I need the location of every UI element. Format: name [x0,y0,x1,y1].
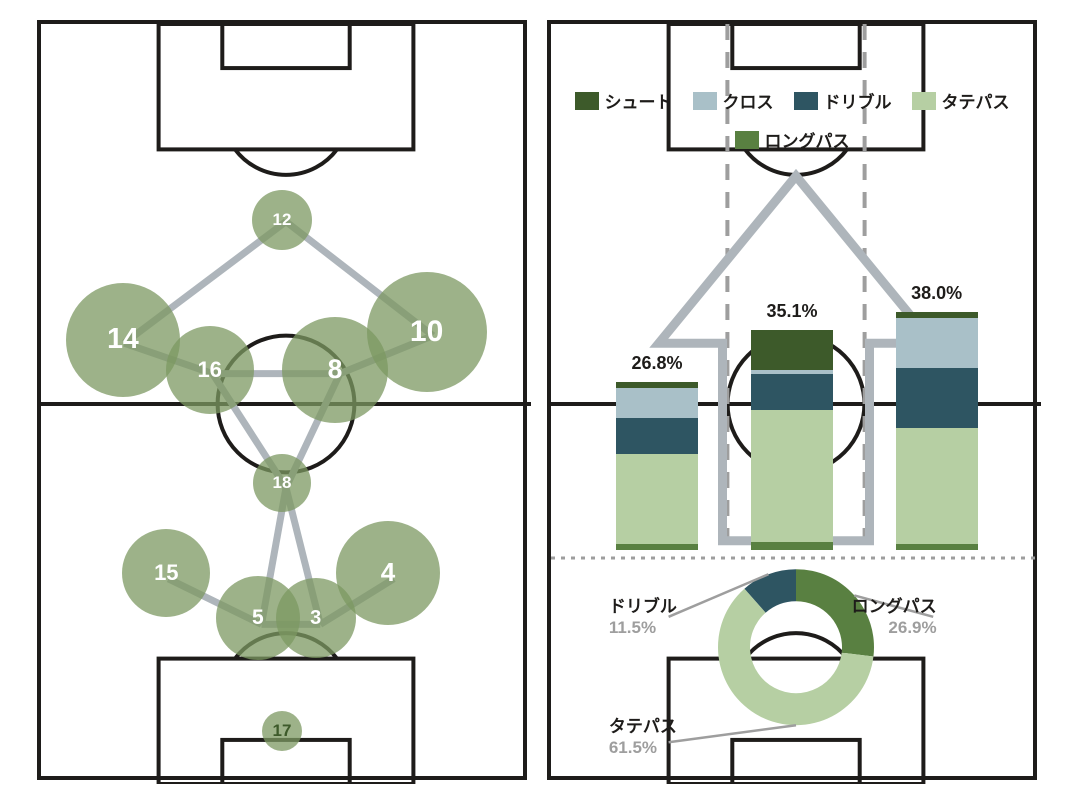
stacked-bar-2 [896,312,978,550]
legend-label: ドリブル [824,88,892,113]
legend-item-tatepass: タテパス [912,88,1010,113]
donut-label-longpass: ロングパス26.9% [852,596,937,639]
legend-label: シュート [605,88,673,113]
legend-item-longpass: ロングパス [735,127,850,152]
legend-item-shoot: シュート [575,88,673,113]
legend-swatch [912,92,936,110]
player-bubble-15: 15 [122,529,210,617]
legend-swatch [735,131,759,149]
donut-label-tatepass: タテパス61.5% [609,716,677,759]
player-bubble-14: 14 [66,283,180,397]
legend-swatch [575,92,599,110]
bar-seg-cross [896,318,978,368]
pitch-right: シュートクロスドリブルタテパスロングパス 26.8%35.1%38.0%ドリブル… [547,20,1037,780]
bar-seg-cross [616,388,698,418]
legend-label: タテパス [942,88,1010,113]
legend-label: ロングパス [765,127,850,152]
bar-seg-shoot [751,330,833,370]
legend: シュート クロス ドリブル タテパスロングパス [551,88,1033,152]
bar-seg-tatepass [896,428,978,544]
bar-label-2: 38.0% [911,283,962,304]
player-bubble-12: 12 [252,190,312,250]
legend-item-dribble: ドリブル [794,88,892,113]
donut-label-pct: 26.9% [852,617,937,638]
bar-seg-longpass [616,544,698,550]
bar-seg-dribble [896,368,978,428]
bar-seg-tatepass [616,454,698,544]
donut-label-name: ドリブル [609,596,677,617]
stacked-bar-0 [616,382,698,550]
bar-label-1: 35.1% [766,301,817,322]
bar-seg-dribble [616,418,698,454]
legend-swatch [794,92,818,110]
donut-label-name: ロングパス [852,596,937,617]
bar-seg-tatepass [751,410,833,542]
player-bubble-10: 10 [367,272,487,392]
donut-label-pct: 11.5% [609,617,677,638]
pitch-left-lines [41,24,531,784]
player-bubble-4: 4 [336,521,440,625]
donut-label-dribble: ドリブル11.5% [609,596,677,639]
bar-seg-longpass [896,544,978,550]
stacked-bar-1 [751,330,833,550]
bar-label-0: 26.8% [632,353,683,374]
bar-seg-longpass [751,542,833,550]
donut-label-pct: 61.5% [609,737,677,758]
pitch-left: 121416810181553417 [37,20,527,780]
player-bubble-16: 16 [166,326,254,414]
bar-seg-dribble [751,374,833,410]
donut-label-name: タテパス [609,716,677,737]
legend-label: クロス [723,88,774,113]
legend-swatch [693,92,717,110]
legend-item-cross: クロス [693,88,774,113]
player-bubble-18: 18 [253,454,311,512]
player-bubble-17: 17 [262,711,302,751]
